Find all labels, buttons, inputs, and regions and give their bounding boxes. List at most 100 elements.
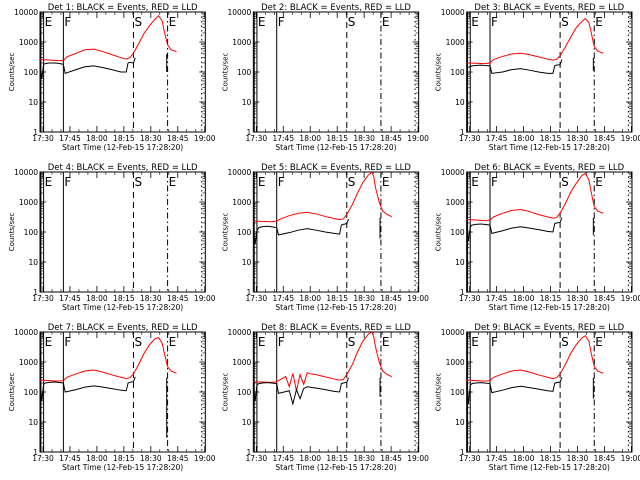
panel-title: Det 3: BLACK = Events, RED = LLD: [474, 3, 624, 13]
time-marker-label: E: [169, 335, 177, 349]
x-tick-label: 18:30: [353, 294, 375, 303]
time-marker-label: F: [491, 175, 498, 189]
x-tick-label: 18:30: [140, 134, 162, 143]
time-marker-label: F: [278, 175, 285, 189]
y-tick-label: 10000: [14, 168, 38, 177]
x-axis-label: Start Time (12-Feb-15 17:28:20): [275, 463, 396, 472]
x-axis-label: Start Time (12-Feb-15 17:28:20): [489, 303, 610, 312]
y-tick-label: 100: [450, 388, 465, 397]
y-tick-label: 10: [455, 258, 465, 267]
x-tick-label: 18:00: [513, 134, 535, 143]
y-tick-label: 1000: [232, 38, 251, 47]
y-tick-label: 10000: [14, 8, 38, 17]
x-tick-label: 18:45: [380, 134, 402, 143]
x-tick-label: 18:00: [86, 294, 108, 303]
detector-panel-6: Det 6: BLACK = Events, RED = LLD 1 10 100 10…: [435, 163, 640, 312]
lld-series-line: [253, 332, 392, 391]
x-tick-label: 17:30: [246, 454, 268, 463]
x-tick-label: 18:00: [86, 134, 108, 143]
y-tick-label: 1: [33, 128, 38, 137]
y-tick-label: 10000: [441, 8, 465, 17]
y-tick-label: 1000: [232, 358, 251, 367]
panel-title: Det 4: BLACK = Events, RED = LLD: [48, 163, 198, 173]
time-marker-label: E: [471, 175, 479, 189]
y-axis-label: Counts/sec: [435, 373, 443, 412]
time-marker-label: F: [491, 15, 498, 29]
x-tick-label: 18:30: [567, 134, 589, 143]
time-marker-label: E: [45, 175, 53, 189]
y-tick-label: 1000: [19, 198, 38, 207]
time-marker-label: S: [134, 335, 142, 349]
time-marker-label: F: [64, 15, 71, 29]
y-tick-label: 1000: [232, 198, 251, 207]
x-tick-label: 17:45: [486, 294, 508, 303]
x-tick-label: 17:45: [272, 294, 294, 303]
detector-panel-8: Det 8: BLACK = Events, RED = LLD 1 10 100 10…: [221, 323, 429, 472]
x-tick-label: 18:45: [167, 294, 189, 303]
events-series-line: [466, 59, 563, 74]
panel-title: Det 5: BLACK = Events, RED = LLD: [261, 163, 411, 173]
detector-panel-7: Det 7: BLACK = Events, RED = LLD 1 10 100 10…: [8, 323, 216, 472]
lld-series-line: [253, 172, 392, 223]
time-marker-label: E: [258, 335, 266, 349]
x-tick-label: 18:00: [299, 294, 321, 303]
x-tick-label: 17:30: [459, 454, 481, 463]
x-tick-label: 18:00: [299, 134, 321, 143]
detector-panel-2: Det 2: BLACK = Events, RED = LLD 1 10 100 10…: [221, 3, 429, 152]
y-tick-label: 100: [237, 228, 252, 237]
time-marker-label: S: [134, 175, 142, 189]
x-tick-label: 17:45: [59, 294, 81, 303]
time-marker-label: E: [471, 335, 479, 349]
detector-panel-5: Det 5: BLACK = Events, RED = LLD 1 10 100 10…: [221, 163, 429, 312]
y-tick-label: 1: [460, 128, 465, 137]
x-tick-label: 18:45: [380, 454, 402, 463]
y-tick-label: 10: [242, 98, 252, 107]
x-tick-label: 18:45: [167, 134, 189, 143]
y-tick-label: 100: [237, 68, 252, 77]
x-tick-label: 17:45: [59, 454, 81, 463]
y-tick-label: 10: [455, 418, 465, 427]
x-tick-label: 17:45: [272, 454, 294, 463]
time-marker-label: E: [258, 175, 266, 189]
time-marker-label: S: [561, 335, 569, 349]
x-tick-label: 18:00: [513, 294, 535, 303]
time-marker-label: E: [382, 175, 390, 189]
x-tick-label: 18:15: [540, 294, 562, 303]
x-tick-label: 18:30: [140, 294, 162, 303]
x-tick-label: 19:00: [407, 134, 429, 143]
time-marker-label: E: [382, 15, 390, 29]
plot-frame: [39, 171, 206, 293]
x-tick-label: 17:30: [246, 294, 268, 303]
lld-series-line: [466, 335, 604, 382]
x-axis-label: Start Time (12-Feb-15 17:28:20): [489, 463, 610, 472]
y-tick-label: 1: [33, 448, 38, 457]
x-tick-label: 17:30: [459, 294, 481, 303]
time-marker-label: E: [595, 15, 603, 29]
x-tick-label: 17:45: [486, 134, 508, 143]
y-axis-label: Counts/sec: [8, 53, 16, 92]
y-tick-label: 10: [455, 98, 465, 107]
time-marker-label: S: [348, 335, 356, 349]
x-tick-label: 19:00: [621, 294, 640, 303]
lld-series-line: [466, 172, 604, 222]
lld-series-line: [466, 17, 604, 65]
y-axis-label: Counts/sec: [435, 53, 443, 92]
y-tick-label: 10: [242, 418, 252, 427]
time-marker-label: S: [348, 175, 356, 189]
events-series-line: [466, 377, 563, 404]
x-tick-label: 17:45: [272, 134, 294, 143]
y-tick-label: 1000: [446, 198, 465, 207]
y-tick-label: 10000: [441, 328, 465, 337]
events-series-line: [40, 57, 136, 79]
x-tick-label: 19:00: [194, 294, 216, 303]
x-tick-label: 18:00: [513, 454, 535, 463]
y-tick-label: 10000: [227, 168, 251, 177]
x-tick-label: 19:00: [621, 134, 640, 143]
x-tick-label: 18:15: [326, 134, 348, 143]
time-marker-label: E: [471, 15, 479, 29]
time-marker-label: E: [169, 15, 177, 29]
x-tick-label: 18:30: [353, 454, 375, 463]
y-tick-label: 10: [28, 98, 38, 107]
time-marker-label: E: [45, 335, 53, 349]
x-tick-label: 19:00: [407, 294, 429, 303]
